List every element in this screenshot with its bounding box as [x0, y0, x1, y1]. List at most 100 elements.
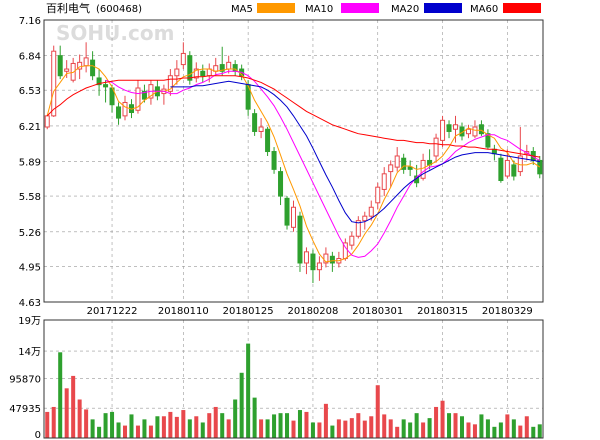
- volume-bar: [220, 413, 225, 438]
- volume-bar: [317, 422, 322, 438]
- candle-body: [290, 206, 297, 228]
- candle-body: [368, 206, 374, 217]
- candle-body: [271, 151, 277, 170]
- candle-body: [316, 262, 322, 271]
- volume-bar: [90, 419, 95, 438]
- volume-bar: [537, 424, 542, 438]
- line-ma10: [105, 70, 541, 258]
- volume-grid: [44, 320, 543, 438]
- candle-body: [498, 157, 504, 182]
- volume-bar: [285, 413, 290, 438]
- volume-bar: [382, 414, 387, 438]
- volume-bar: [239, 372, 244, 438]
- candle-body: [362, 215, 368, 222]
- volume-bar: [304, 411, 309, 438]
- volume-bar: [84, 409, 89, 438]
- price-tick-label: 6.84: [19, 52, 41, 63]
- volume-tick-label: 19万: [18, 316, 41, 327]
- candle-body: [135, 87, 141, 111]
- volume-bar: [155, 416, 160, 438]
- volume-bar: [349, 418, 354, 438]
- volume-tick-label: 95870: [9, 374, 41, 385]
- volume-bar: [492, 426, 497, 438]
- volume-bar: [421, 422, 426, 438]
- volume-bar: [187, 419, 192, 438]
- candle-body: [355, 220, 361, 237]
- candle-body: [465, 128, 471, 135]
- date-axis: 20171222 20180110 20180125 20180208 20180301…: [87, 306, 533, 317]
- volume-bar: [498, 422, 503, 438]
- price-tick-label: 6.53: [19, 86, 41, 97]
- volume-bar: [207, 413, 212, 438]
- volume-bar: [485, 419, 490, 438]
- candle-body: [310, 253, 316, 271]
- candle-body: [284, 197, 290, 226]
- line-ma60: [46, 75, 540, 158]
- volume-bar: [356, 413, 361, 438]
- candle-body: [401, 157, 407, 170]
- volume-bar: [265, 419, 270, 438]
- candle-body: [141, 90, 147, 100]
- volume-bar: [459, 416, 465, 438]
- volume-bar: [453, 413, 458, 438]
- candle-body: [278, 171, 284, 197]
- price-tick-label: 6.21: [19, 122, 41, 133]
- candle-body: [420, 159, 426, 179]
- candle-body: [258, 126, 264, 132]
- volume-bar: [246, 343, 251, 438]
- volume-bar: [233, 399, 238, 438]
- volume-bar: [472, 424, 477, 438]
- volume-bar: [369, 416, 374, 438]
- stock-code: (600468): [96, 4, 142, 15]
- candle-body: [167, 75, 173, 92]
- volume-bar: [531, 426, 536, 438]
- candle-body: [122, 101, 128, 117]
- volume-bar: [148, 425, 153, 438]
- candle-body: [187, 55, 193, 81]
- volume-bar: [45, 411, 50, 438]
- date-tick-label: 20180301: [352, 306, 403, 317]
- volume-tick-label: 14万: [18, 347, 41, 358]
- volume-bar: [71, 375, 76, 438]
- candle-body: [394, 155, 400, 168]
- candle-body: [252, 113, 258, 132]
- price-tick-label: 5.89: [19, 158, 41, 169]
- volume-bar: [122, 425, 128, 438]
- price-tick-label: 5.58: [19, 192, 41, 203]
- date-tick-label: 20180329: [482, 306, 533, 317]
- volume-bar: [447, 413, 452, 438]
- price-tick-label: 4.95: [19, 262, 41, 273]
- candle-body: [472, 126, 478, 137]
- date-tick-label: 20180208: [287, 306, 338, 317]
- candle-body: [64, 68, 70, 72]
- date-tick-label: 20180110: [158, 306, 209, 317]
- date-tick-label: 20180125: [223, 306, 274, 317]
- volume-bar: [505, 414, 510, 438]
- volume-tick-label: 47935: [9, 404, 41, 415]
- candle-body: [51, 50, 57, 117]
- candle-body: [180, 52, 186, 66]
- price-grid: [44, 20, 543, 302]
- volume-bar: [434, 406, 439, 438]
- candle-body: [219, 64, 225, 72]
- volume-bar: [168, 411, 173, 438]
- legend-swatch-ma60: [503, 3, 541, 13]
- price-tick-label: 4.63: [19, 298, 41, 309]
- volume-bar: [362, 420, 367, 438]
- volume-bar: [323, 403, 328, 438]
- line-ma20: [170, 80, 540, 224]
- header: 百利电气 (600468): [46, 1, 142, 15]
- volume-bar: [395, 426, 400, 438]
- volume-bar: [142, 419, 147, 438]
- volume-bar: [401, 419, 406, 438]
- volume-bar: [110, 411, 115, 438]
- volume-bar: [291, 420, 296, 438]
- legend: MA5 MA10 MA20 MA60: [231, 3, 541, 15]
- volume-bar: [77, 399, 82, 438]
- volume-bar: [161, 416, 166, 438]
- volume-bar: [181, 410, 186, 438]
- volume-bar: [375, 385, 380, 438]
- volume-bar: [343, 420, 348, 438]
- candle-body: [77, 61, 83, 70]
- volume-bar: [226, 419, 231, 438]
